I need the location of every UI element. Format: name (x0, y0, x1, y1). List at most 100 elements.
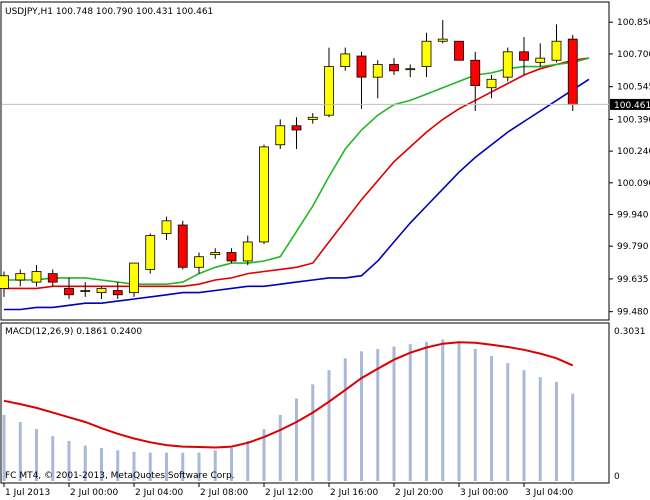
price-tick-label: 100.390 (617, 115, 650, 125)
candle-body (324, 66, 334, 116)
candle-body (194, 256, 204, 268)
macd-bar (555, 381, 558, 481)
candle (64, 277, 74, 299)
macd-bar (116, 450, 120, 481)
macd-bar (197, 452, 201, 481)
macd-bar (490, 355, 493, 481)
time-tick-label: 2 Jul 16:00 (330, 488, 379, 498)
candle-body (356, 55, 367, 78)
price-axis-ticks: 100.850 100.700 100.545 100.390 100.240 100.0… (609, 18, 650, 318)
candle-body (470, 59, 481, 87)
macd-axis-max: 0.3031 (614, 327, 646, 337)
candle (226, 248, 237, 264)
price-tick-label: 99.940 (617, 210, 649, 220)
macd-histogram (2, 339, 575, 481)
candle (177, 220, 188, 270)
macd-bar (457, 341, 461, 481)
ma-fast-line (4, 57, 590, 285)
candle (535, 43, 546, 67)
macd-bar (441, 339, 445, 481)
candlesticks (0, 20, 578, 299)
candle (275, 119, 286, 149)
macd-bar (181, 452, 185, 481)
macd-bar (83, 445, 87, 481)
macd-bar (473, 348, 477, 481)
macd-bar (538, 377, 542, 481)
time-tick-label: 3 Jul 04:00 (525, 488, 574, 498)
macd-bar (165, 452, 168, 481)
candle-body (405, 68, 416, 71)
candle (437, 20, 448, 44)
price-tick-label: 99.635 (617, 275, 649, 285)
macd-bar (51, 436, 55, 481)
ma-slow-line (4, 78, 590, 311)
time-tick-label: 2 Jul 20:00 (395, 488, 444, 498)
macd-bar (246, 440, 250, 481)
candle-body (0, 275, 9, 289)
symbol-info: USDJPY,H1 100.748 100.790 100.431 100.46… (5, 7, 213, 17)
time-tick-label: 3 Jul 00:00 (460, 488, 509, 498)
candle (194, 252, 204, 274)
candle (210, 248, 221, 259)
macd-bar (230, 447, 233, 481)
candle (340, 47, 351, 71)
candle (112, 282, 123, 299)
current-price-label: 100.461 (614, 101, 650, 111)
candle-body (15, 273, 26, 281)
candle (372, 60, 383, 99)
time-tick-label: 2 Jul 12:00 (265, 488, 314, 498)
macd-bar (295, 398, 298, 481)
candle-body (177, 224, 188, 268)
candle-body (535, 57, 546, 63)
macd-title: MACD(12,26,9) 0.1861 0.2400 (5, 327, 142, 337)
candle-body (519, 51, 529, 61)
candle (551, 24, 562, 63)
candle-body (275, 125, 286, 146)
candle (129, 262, 139, 297)
candle-body (112, 290, 123, 296)
copyright: FC MT4, © 2001-2013, MetaQuotes Software… (5, 471, 235, 481)
candle (47, 269, 58, 287)
candle (470, 51, 481, 111)
current-price-marker: 100.461 (610, 98, 650, 111)
candle (80, 282, 91, 297)
macd-bar (392, 346, 396, 481)
candle-body (389, 64, 399, 72)
macd-bar (327, 370, 331, 481)
candle (15, 269, 26, 287)
candle-body (129, 262, 139, 294)
candle (307, 113, 318, 124)
macd-bar (262, 429, 266, 481)
macd-bar (18, 422, 22, 481)
candle-body (80, 290, 91, 292)
macd-bar (343, 358, 347, 481)
price-tick-label: 99.480 (617, 308, 649, 318)
candle (259, 144, 269, 245)
candle-body (567, 38, 578, 106)
candle (454, 40, 464, 61)
candle-body (31, 271, 42, 283)
macd-bar (376, 348, 380, 481)
price-tick-label: 100.700 (617, 50, 650, 60)
candle-body (486, 78, 497, 89)
macd-bar (100, 447, 103, 481)
price-tick-label: 100.850 (617, 18, 650, 28)
macd-signal-line (3, 341, 574, 449)
candle (242, 235, 253, 266)
candle-body (145, 235, 156, 270)
macd-axis-min: 0 (614, 472, 620, 482)
macd-bar (278, 414, 282, 481)
candle-body (291, 125, 302, 131)
candle-body (551, 40, 562, 61)
candle-body (307, 116, 318, 120)
candle (0, 271, 9, 297)
candle (567, 34, 578, 111)
candle-body (226, 252, 237, 262)
macd-bar (35, 429, 38, 481)
current-price-background (610, 98, 650, 110)
macd-bar (522, 370, 526, 481)
candle-body (64, 288, 74, 296)
time-tick-label: 1 Jul 2013 (5, 488, 50, 498)
candle-body (502, 51, 513, 78)
